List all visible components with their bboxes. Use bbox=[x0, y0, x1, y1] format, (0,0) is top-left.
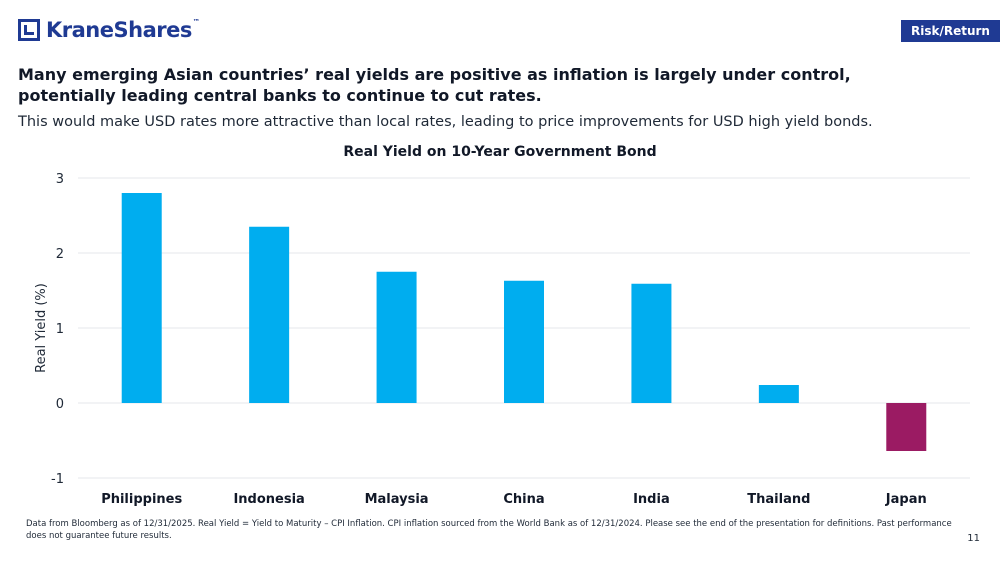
y-tick-label: -1 bbox=[51, 472, 64, 487]
subtext: This would make USD rates more attractiv… bbox=[18, 114, 873, 130]
bar-thailand bbox=[758, 385, 799, 403]
bar-malaysia bbox=[376, 271, 417, 403]
y-tick-label: 2 bbox=[56, 247, 64, 262]
x-tick-label: Japan bbox=[885, 492, 927, 507]
y-tick-label: 3 bbox=[56, 172, 64, 187]
x-tick-label: China bbox=[503, 492, 544, 507]
x-tick-label: Indonesia bbox=[233, 492, 304, 507]
y-axis-label: Real Yield (%) bbox=[34, 283, 49, 373]
x-tick-label: Thailand bbox=[747, 492, 810, 507]
footnote: Data from Bloomberg as of 12/31/2025. Re… bbox=[26, 519, 952, 541]
x-tick-label: Philippines bbox=[101, 492, 182, 507]
x-tick-label: India bbox=[633, 492, 670, 507]
bar-indonesia bbox=[249, 226, 290, 403]
brand-name: KraneShares™ bbox=[46, 18, 200, 42]
section-tag: Risk/Return bbox=[901, 20, 1000, 42]
bar-china bbox=[504, 280, 544, 403]
bar-japan bbox=[886, 403, 927, 451]
brand-logo-icon bbox=[18, 19, 40, 41]
headline: Many emerging Asian countries’ real yiel… bbox=[18, 65, 851, 105]
bar-philippines bbox=[121, 193, 162, 403]
y-tick-label: 0 bbox=[56, 397, 64, 412]
bar-india bbox=[631, 283, 672, 403]
x-tick-label: Malaysia bbox=[365, 492, 429, 507]
y-tick-label: 1 bbox=[56, 322, 64, 337]
brand-logo: KraneShares™ bbox=[18, 18, 200, 42]
page-number: 11 bbox=[967, 533, 980, 544]
chart-title: Real Yield on 10-Year Government Bond bbox=[343, 144, 657, 160]
